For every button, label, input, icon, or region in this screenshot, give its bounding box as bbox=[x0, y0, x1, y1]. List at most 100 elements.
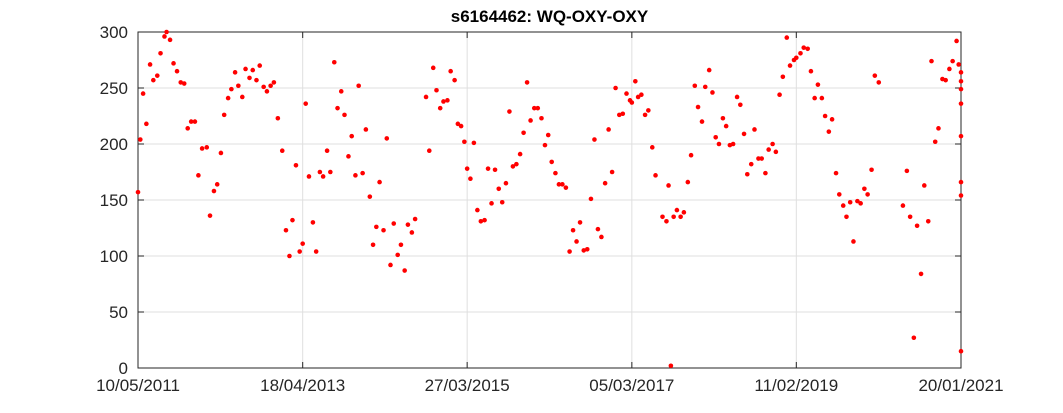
data-point bbox=[734, 94, 740, 100]
data-point bbox=[489, 201, 494, 206]
data-point bbox=[430, 65, 436, 71]
data-point bbox=[706, 67, 712, 73]
data-point bbox=[151, 77, 156, 83]
data-point bbox=[766, 147, 771, 152]
data-point bbox=[349, 133, 355, 139]
y-tick-label: 100 bbox=[100, 247, 128, 266]
data-point bbox=[851, 239, 856, 244]
data-point bbox=[872, 73, 878, 78]
data-point bbox=[462, 139, 467, 145]
data-point bbox=[950, 58, 955, 64]
y-tick-label: 250 bbox=[100, 79, 128, 98]
data-point bbox=[521, 130, 526, 136]
data-point bbox=[140, 91, 146, 96]
data-point bbox=[660, 214, 665, 220]
data-point bbox=[458, 123, 464, 129]
data-point bbox=[664, 218, 669, 224]
data-point bbox=[310, 220, 316, 225]
data-point bbox=[471, 140, 477, 146]
data-point bbox=[624, 91, 629, 96]
data-point bbox=[560, 182, 565, 187]
data-point bbox=[777, 92, 782, 98]
data-point bbox=[313, 249, 319, 254]
data-point bbox=[181, 81, 187, 86]
data-point bbox=[925, 218, 931, 224]
data-point bbox=[855, 198, 860, 204]
data-point bbox=[250, 67, 256, 73]
data-point bbox=[353, 173, 358, 178]
data-point bbox=[293, 162, 299, 168]
data-point bbox=[264, 89, 270, 94]
data-point bbox=[556, 182, 562, 187]
data-point bbox=[549, 159, 555, 165]
data-point bbox=[271, 80, 277, 85]
data-point bbox=[794, 55, 799, 61]
data-point bbox=[592, 137, 597, 142]
data-point bbox=[588, 196, 594, 202]
data-point bbox=[437, 105, 443, 111]
data-point bbox=[542, 142, 548, 148]
data-point bbox=[514, 161, 519, 167]
data-point bbox=[553, 170, 558, 176]
data-point bbox=[646, 108, 651, 113]
data-point bbox=[377, 179, 382, 185]
data-point bbox=[275, 115, 281, 121]
data-point bbox=[211, 188, 217, 194]
data-point bbox=[485, 166, 491, 171]
data-point bbox=[455, 121, 461, 127]
data-point bbox=[517, 151, 523, 157]
data-point bbox=[370, 242, 376, 248]
data-point bbox=[236, 83, 241, 89]
data-point bbox=[423, 94, 429, 100]
data-point bbox=[207, 213, 213, 218]
x-tick-label: 27/03/2015 bbox=[425, 376, 510, 395]
data-point bbox=[756, 156, 761, 161]
y-tick-label: 50 bbox=[109, 303, 128, 322]
data-point bbox=[858, 201, 863, 206]
data-point bbox=[426, 148, 432, 154]
data-point bbox=[478, 218, 484, 224]
data-point bbox=[836, 192, 842, 197]
data-point bbox=[464, 166, 470, 171]
data-point bbox=[954, 38, 959, 44]
data-point bbox=[929, 58, 934, 64]
data-point bbox=[812, 95, 817, 101]
data-point bbox=[229, 86, 234, 92]
data-point bbox=[395, 252, 400, 258]
data-point bbox=[584, 246, 590, 252]
data-point bbox=[840, 203, 846, 208]
data-point bbox=[257, 63, 263, 68]
data-point bbox=[649, 145, 655, 150]
data-point bbox=[154, 73, 160, 78]
data-point bbox=[374, 224, 379, 230]
data-point bbox=[510, 164, 516, 169]
data-point bbox=[279, 148, 285, 154]
data-point bbox=[780, 74, 786, 80]
data-point bbox=[135, 189, 141, 195]
data-point bbox=[539, 115, 544, 121]
data-point bbox=[826, 129, 832, 134]
data-point bbox=[412, 216, 418, 222]
data-point bbox=[678, 214, 683, 220]
data-point bbox=[174, 68, 180, 74]
data-point bbox=[535, 105, 541, 111]
data-point bbox=[773, 149, 779, 155]
data-point bbox=[653, 173, 658, 178]
data-point bbox=[639, 92, 644, 98]
data-point bbox=[599, 234, 604, 240]
data-point bbox=[356, 83, 361, 89]
data-point bbox=[218, 150, 224, 156]
data-point bbox=[528, 118, 533, 123]
data-point bbox=[147, 62, 153, 67]
data-point bbox=[847, 199, 853, 205]
data-point bbox=[932, 139, 938, 145]
data-point bbox=[290, 217, 295, 223]
data-point bbox=[563, 185, 569, 190]
data-point bbox=[900, 203, 906, 208]
data-point bbox=[744, 171, 750, 177]
data-point bbox=[434, 87, 439, 93]
data-point bbox=[232, 70, 238, 75]
data-point bbox=[862, 186, 867, 192]
data-point bbox=[360, 170, 365, 176]
data-point bbox=[492, 167, 498, 173]
